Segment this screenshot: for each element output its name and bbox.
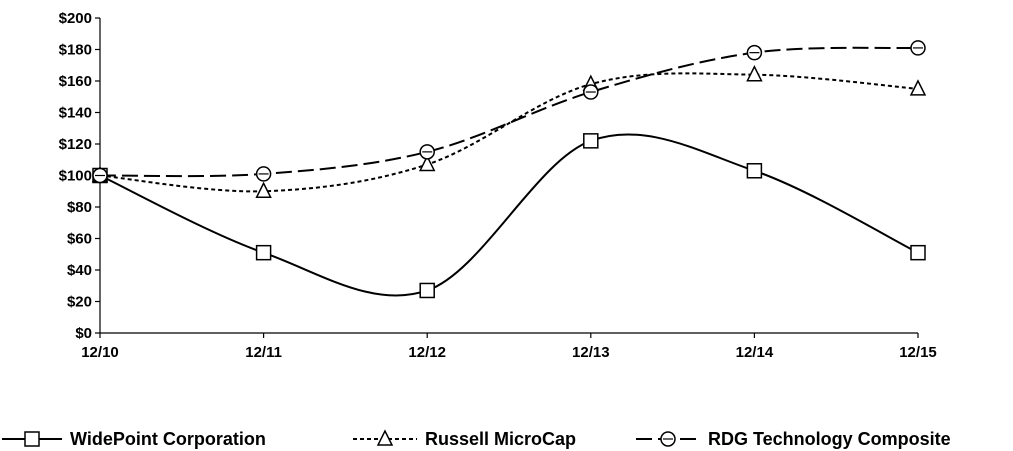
legend-swatch-marker: [376, 429, 394, 446]
y-tick-label: $20: [67, 294, 92, 311]
y-tick-label: $100: [59, 168, 92, 185]
legend-item-russell-microcap: Russell MicroCap: [353, 429, 576, 449]
legend: WidePoint Corporation Russell MicroCap RDG…: [2, 429, 951, 449]
data-point-widepoint-corporation: [910, 244, 926, 261]
legend-label: WidePoint Corporation: [70, 429, 266, 449]
x-tick-label: 12/15: [899, 344, 937, 361]
data-point-widepoint-corporation: [255, 244, 272, 261]
y-tick-label: $180: [59, 42, 92, 59]
series-line-rdg-technology-composite: [99, 46, 919, 178]
data-point-widepoint-corporation: [746, 163, 763, 179]
legend-label: Russell MicroCap: [425, 429, 576, 449]
legend-swatch-marker: [24, 431, 40, 447]
data-point-russell-microcap: [418, 154, 436, 172]
x-axis-ticks: 12/10 12/11 12/12 12/13 12/14 12/15: [81, 333, 937, 361]
series-line-widepoint-corporation: [99, 133, 919, 297]
x-tick-label: 12/11: [245, 344, 282, 361]
y-axis-ticks: $0 $20 $40 $60 $80 $100 $120 $140 $160 $180 $200: [59, 10, 100, 342]
series-line-russell-microcap: [99, 72, 919, 193]
series-widepoint-corporation: [92, 133, 926, 299]
x-tick-label: 12/12: [408, 344, 446, 361]
series-layer: [91, 40, 927, 299]
data-point-widepoint-corporation: [419, 282, 435, 299]
data-point-russell-microcap: [746, 65, 763, 82]
x-tick-label: 12/10: [81, 344, 119, 361]
y-tick-label: $140: [59, 105, 92, 122]
data-point-russell-microcap: [909, 79, 927, 96]
x-tick-label: 12/14: [736, 344, 774, 361]
y-tick-label: $40: [67, 262, 92, 279]
y-tick-label: $0: [75, 325, 92, 342]
data-point-russell-microcap: [255, 181, 272, 198]
y-tick-label: $200: [59, 10, 92, 27]
y-tick-label: $120: [59, 136, 92, 153]
y-tick-label: $160: [59, 73, 92, 90]
legend-item-widepoint-corporation: WidePoint Corporation: [2, 429, 266, 449]
legend-label: RDG Technology Composite: [708, 429, 951, 449]
y-tick-label: $80: [67, 199, 92, 216]
legend-item-rdg-technology-composite: RDG Technology Composite: [636, 429, 951, 449]
series-rdg-technology-composite: [92, 40, 926, 184]
x-tick-label: 12/13: [572, 344, 610, 361]
series-russell-microcap: [91, 65, 927, 198]
data-point-widepoint-corporation: [583, 133, 599, 149]
y-tick-label: $60: [67, 231, 92, 248]
